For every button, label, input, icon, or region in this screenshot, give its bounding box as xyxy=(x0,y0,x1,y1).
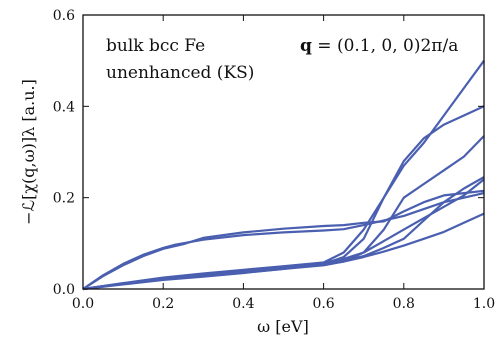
plot-frame xyxy=(82,14,485,290)
y-axis-label: −ℒ[χ(q,ω)]λ [a.u.] xyxy=(19,79,38,225)
series-layer xyxy=(82,60,485,291)
series-line-6 xyxy=(82,178,485,291)
series-line-1 xyxy=(82,192,485,290)
series-line-2 xyxy=(82,189,485,290)
x-tick-label: 0.8 xyxy=(393,296,415,312)
annotation-method: unenhanced (KS) xyxy=(106,63,254,83)
annotation-wavevector-symbol: q xyxy=(300,36,312,56)
x-tick-label: 1.0 xyxy=(473,296,495,312)
y-tick-label: 0.4 xyxy=(53,99,75,115)
x-tick-label: 0.2 xyxy=(152,296,174,312)
series-line-8 xyxy=(82,212,485,291)
annotation-wavevector: q = (0.1, 0, 0)2π/a xyxy=(300,36,458,56)
x-tick-label: 0.0 xyxy=(72,296,94,312)
annotation-material: bulk bcc Fe xyxy=(106,36,205,56)
annotation-wavevector-value: = (0.1, 0, 0)2π/a xyxy=(312,36,458,56)
y-tick-label: 0.0 xyxy=(53,282,75,298)
y-tick-label: 0.6 xyxy=(53,8,75,24)
series-line-4 xyxy=(82,105,485,291)
ticks-layer: 0.0 0.2 0.4 0.6 0.8 1.0 0.0 0.2 0.4 0.6 xyxy=(53,8,495,312)
y-tick-label: 0.2 xyxy=(53,191,75,207)
x-tick-label: 0.4 xyxy=(232,296,254,312)
x-tick-label: 0.6 xyxy=(312,296,334,312)
x-axis-label: ω [eV] xyxy=(257,317,309,336)
